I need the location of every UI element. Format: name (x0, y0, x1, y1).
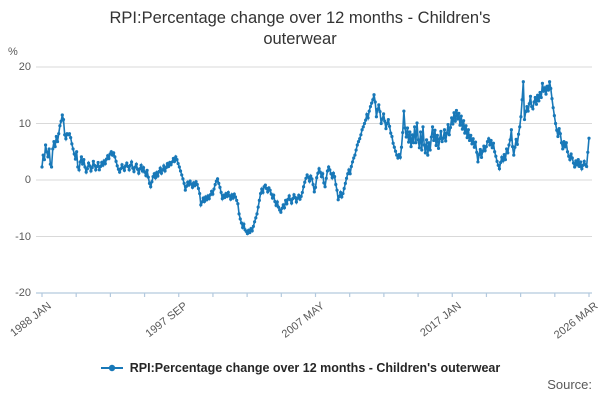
y-tick-label: 10 (18, 117, 31, 130)
y-tick-label: -10 (15, 230, 31, 243)
series-line (41, 81, 590, 236)
y-tick-label: 20 (18, 61, 31, 73)
chart-title-line1: RPI:Percentage change over 12 months - C… (109, 9, 491, 27)
y-tick-label: 0 (24, 174, 31, 186)
chart-title-line2: outerwear (263, 30, 337, 49)
y-axis-unit-label: % (8, 46, 18, 58)
source-label: Source: (547, 377, 592, 392)
legend-line-marker-icon (100, 364, 123, 372)
chart-title: RPI:Percentage change over 12 months - C… (50, 8, 550, 51)
y-tick-label: -20 (15, 287, 31, 299)
legend: RPI:Percentage change over 12 months - C… (0, 361, 600, 375)
legend-label: RPI:Percentage change over 12 months - C… (129, 361, 501, 375)
